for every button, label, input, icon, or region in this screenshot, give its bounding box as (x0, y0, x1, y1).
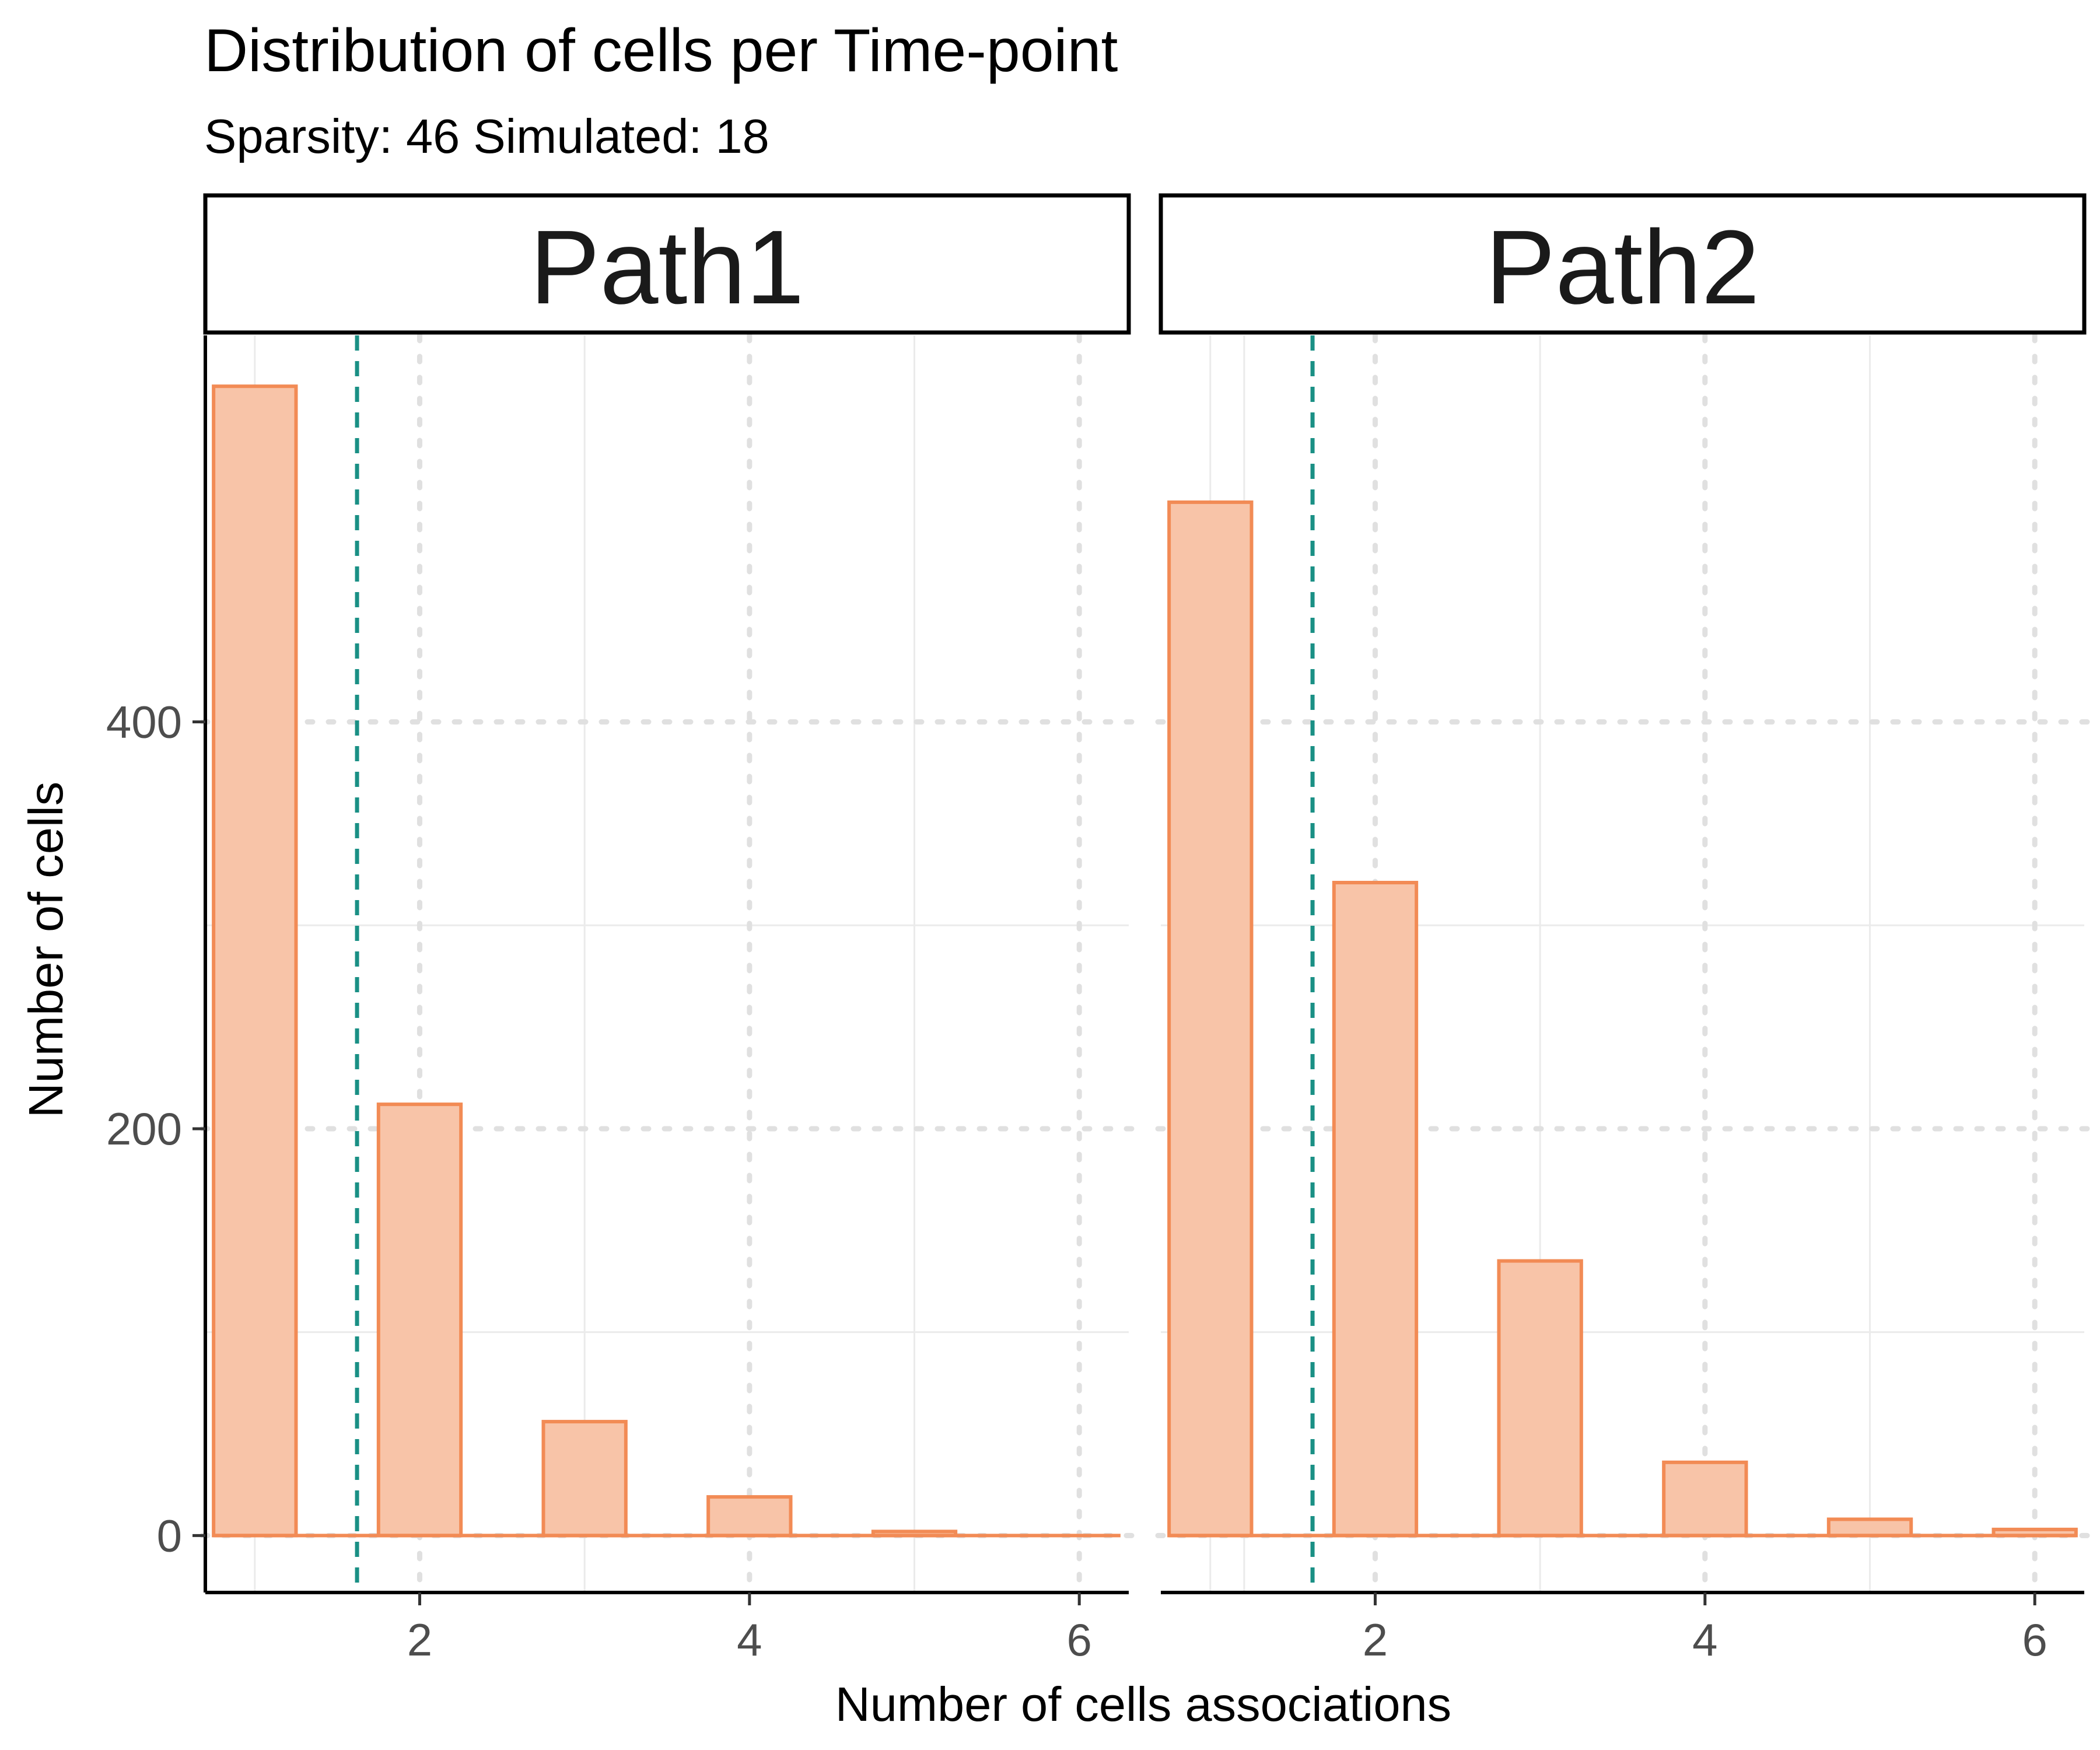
x-tick-label: 2 (407, 1614, 432, 1665)
x-tick-label: 6 (2022, 1614, 2048, 1665)
y-tick-label: 200 (106, 1103, 182, 1154)
x-tick-label: 4 (737, 1614, 762, 1665)
facet-strip-label: Path1 (530, 209, 804, 326)
facet-strip-label: Path2 (1485, 209, 1759, 326)
histogram-bar (212, 384, 298, 1538)
x-axis-title: Number of cells associations (835, 1677, 1451, 1731)
histogram-bar (1826, 1517, 1913, 1538)
histogram-bar (1332, 881, 1419, 1538)
histogram-bar (1167, 500, 1254, 1538)
histogram-bar (1497, 1259, 1583, 1538)
y-axis-title: Number of cells (19, 782, 73, 1118)
histogram-bar (376, 1102, 463, 1538)
panels-layer: 2 4 6 0 200 400 Path1 2 4 6 Path2 (106, 193, 2092, 1665)
y-tick-label: 0 (157, 1510, 182, 1561)
y-tick-label: 400 (106, 696, 182, 748)
chart-subtitle: Sparsity: 46 Simulated: 18 (204, 109, 769, 163)
facet-strip (203, 193, 1131, 335)
panel-path2: 2 4 6 Path2 (1155, 193, 2092, 1665)
panel-path1: 2 4 6 0 200 400 Path1 (106, 193, 1245, 1665)
x-tick-label: 4 (1692, 1614, 1717, 1665)
histogram-bar (541, 1420, 628, 1538)
facet-strip (1158, 193, 2087, 335)
chart-title: Distribution of cells per Time-point (204, 17, 1118, 85)
x-tick-label: 6 (1067, 1614, 1092, 1665)
histogram-bar (706, 1495, 793, 1538)
histogram-bar (1662, 1460, 1748, 1538)
x-tick-label: 2 (1363, 1614, 1388, 1665)
